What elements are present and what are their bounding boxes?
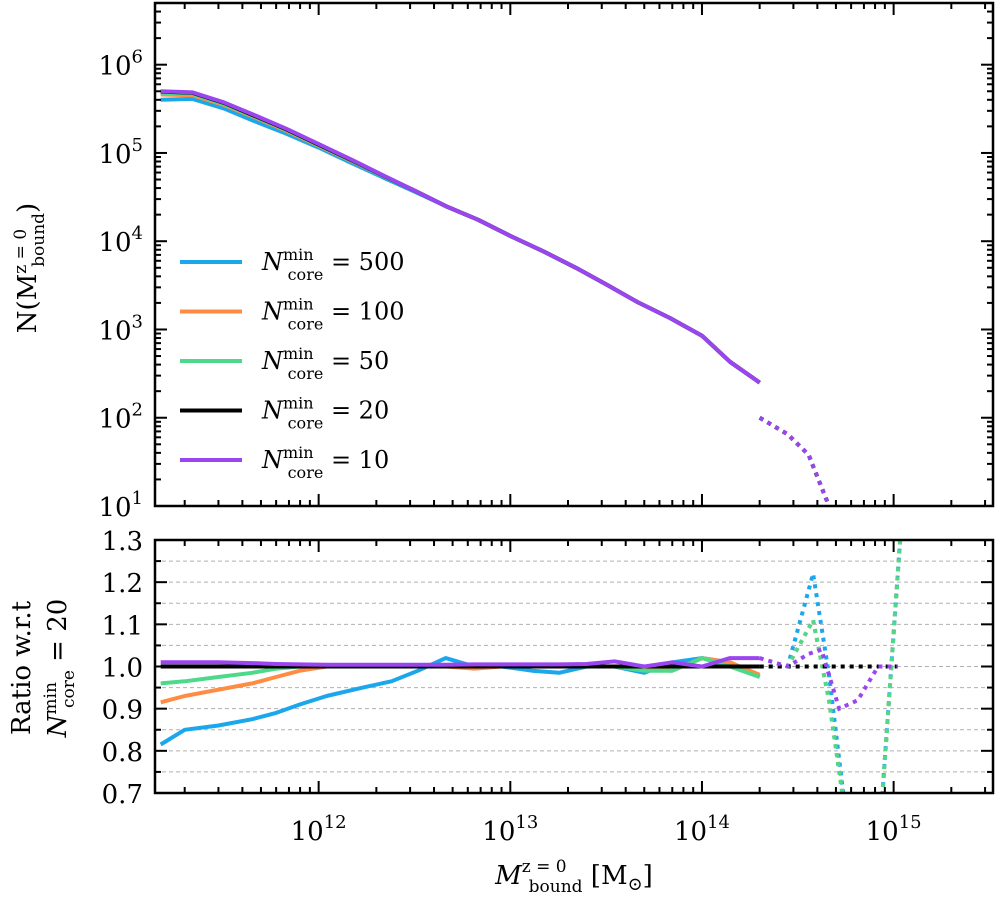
- top-series-line-3: [160, 89, 761, 385]
- top-y-tick-label: 105: [98, 135, 143, 170]
- x-tick-label: 1014: [674, 812, 730, 847]
- top-series-dotted-4: [758, 415, 831, 506]
- bottom-y-tick-label: 1.2: [102, 569, 143, 599]
- top-series-dotted-0: [758, 415, 831, 506]
- top-series-line-2: [160, 90, 761, 385]
- bottom-y-tick-label: 1.1: [102, 611, 143, 641]
- top-y-ticks: [155, 2, 993, 507]
- x-tick-label: 1015: [866, 812, 922, 847]
- bottom-series-group: [159, 540, 903, 793]
- top-y-tick-label: 103: [98, 311, 143, 346]
- bottom-y-tick-label: 1.0: [102, 654, 143, 684]
- bottom-y-axis-label-line2: Nmincore = 20: [41, 599, 79, 739]
- bottom-y-ticks: [155, 539, 993, 794]
- legend-label: Nmin core = 10: [261, 443, 389, 482]
- bottom-y-tick-label: 0.8: [102, 738, 143, 768]
- bottom-y-axis-label-line1: Ratio w.r.t: [7, 600, 37, 735]
- top-series-dotted-3: [758, 415, 831, 506]
- x-axis-label: Mz = 0 bound [M⊙]: [494, 857, 653, 897]
- x-ticks: [183, 3, 987, 793]
- legend: Nmin core = 500 Nmin core = 100 Nmin core = 5…: [180, 245, 405, 482]
- top-series-line-1: [160, 92, 761, 385]
- legend-label: Nmin core = 50: [261, 344, 389, 383]
- top-y-tick-label: 101: [98, 488, 143, 523]
- top-series-line-0: [160, 96, 761, 385]
- legend-label: Nmin core = 500: [261, 245, 405, 284]
- bottom-y-tick-label: 1.3: [102, 527, 143, 557]
- top-y-tick-label: 106: [98, 47, 143, 82]
- bottom-y-tick-label: 0.9: [102, 696, 143, 726]
- top-series-dotted-1: [758, 415, 831, 506]
- top-series-line-4: [160, 89, 761, 385]
- top-series-group: [160, 89, 831, 506]
- legend-label: Nmin core = 100: [261, 295, 405, 334]
- x-tick-label: 1013: [482, 812, 538, 847]
- top-y-tick-label: 102: [98, 400, 143, 435]
- top-series-dotted-2: [758, 415, 831, 506]
- bottom-y-tick-label: 0.7: [102, 780, 143, 810]
- bottom-series-line-4: [160, 656, 760, 669]
- legend-label: Nmin core = 20: [261, 394, 389, 433]
- top-y-axis-label: N(Mz = 0bound): [11, 203, 49, 333]
- top-y-tick-label: 104: [98, 223, 143, 258]
- bottom-series-dotted-4: [759, 647, 898, 712]
- x-tick-label: 1012: [291, 812, 347, 847]
